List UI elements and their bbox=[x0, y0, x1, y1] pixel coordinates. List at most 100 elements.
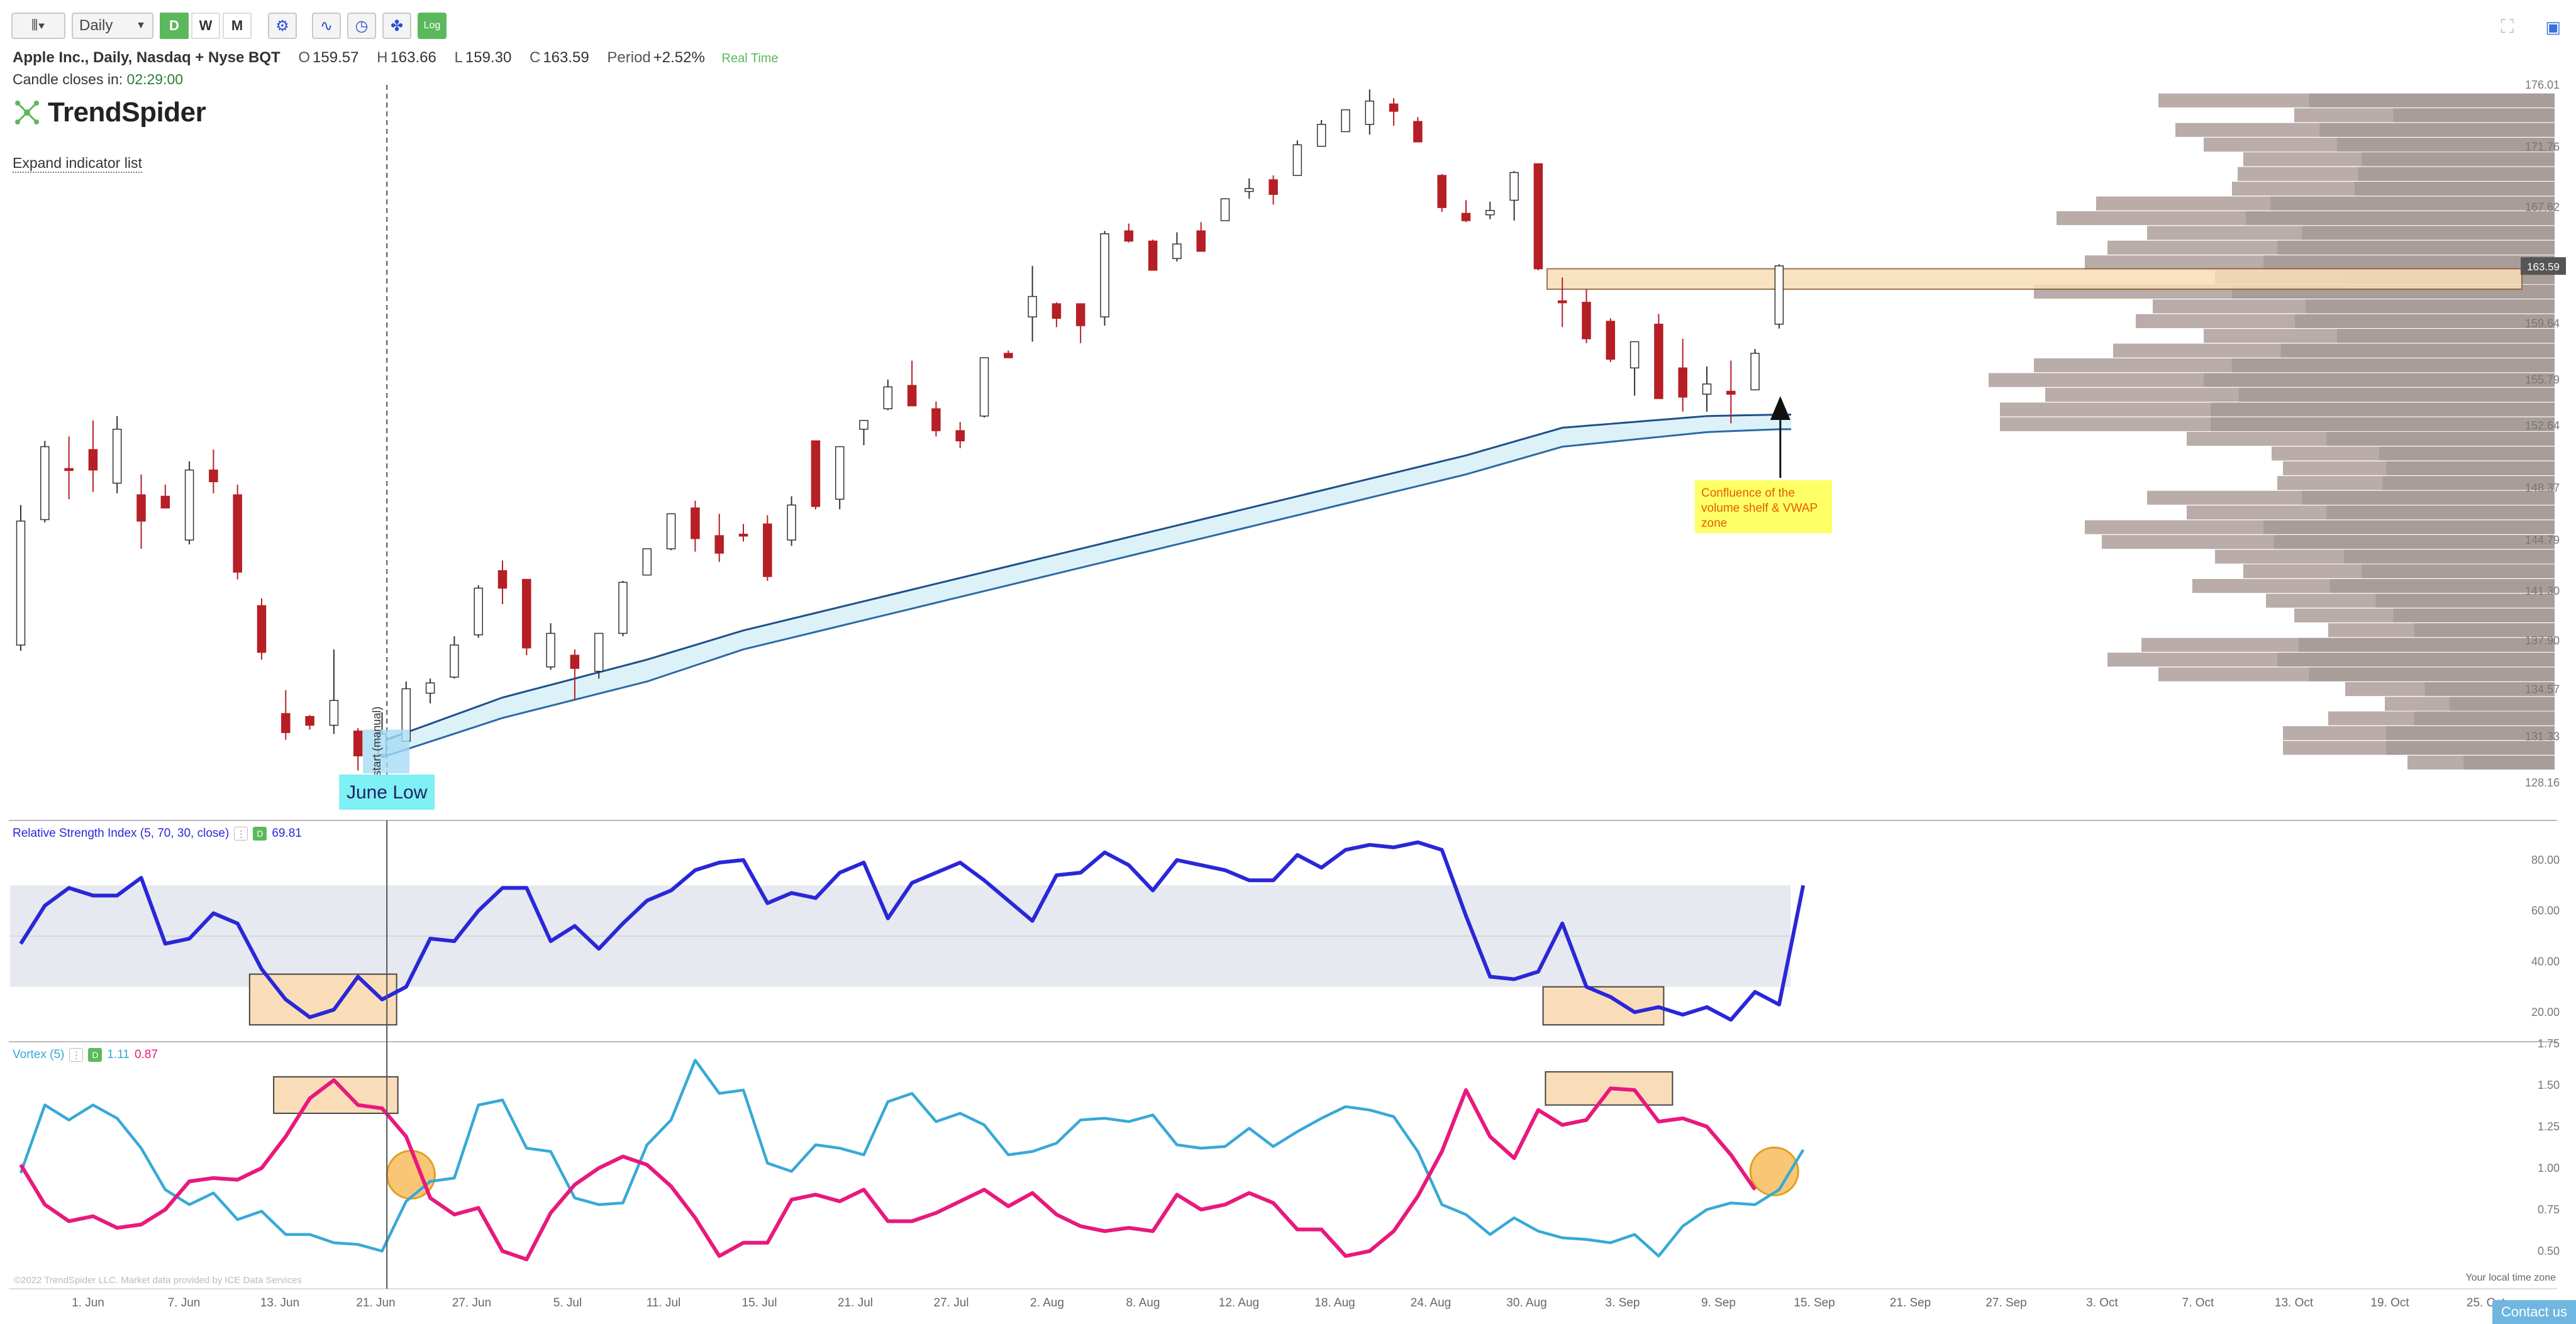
price-axis-tick: 144.79 bbox=[2525, 534, 2560, 546]
price-axis-tick: 134.57 bbox=[2525, 683, 2560, 695]
volume-bar-core bbox=[2362, 564, 2555, 578]
vortex-axis-tick: 1.25 bbox=[2538, 1120, 2560, 1133]
volume-bar-core bbox=[2344, 549, 2555, 564]
chart-type-selector[interactable]: ⫴▾ bbox=[11, 13, 65, 39]
candle-up bbox=[1245, 188, 1254, 192]
june-low-label: June Low bbox=[347, 782, 428, 803]
price-level-zone bbox=[1546, 268, 2523, 290]
x-axis-tick: 13. Jun bbox=[260, 1296, 299, 1310]
contact-us-button[interactable]: Contact us bbox=[2492, 1300, 2576, 1324]
rsi-axis-tick: 80.00 bbox=[2531, 854, 2560, 866]
candle-up bbox=[450, 644, 459, 678]
candle-up bbox=[787, 504, 796, 541]
candle-down bbox=[136, 494, 146, 522]
menu-icon[interactable]: ⋮ bbox=[69, 1048, 84, 1062]
candle-up bbox=[329, 700, 339, 726]
annotations: start (manual) June Low Confluence of the v… bbox=[339, 85, 1832, 1289]
period-value: +2.52% bbox=[653, 49, 705, 66]
confluence-arrow-head bbox=[1770, 396, 1790, 420]
candle-down bbox=[1389, 103, 1399, 112]
candle-up bbox=[1365, 100, 1375, 125]
candle-up bbox=[112, 428, 122, 484]
x-axis-tick: 1. Jun bbox=[72, 1296, 104, 1310]
candle-up bbox=[1485, 209, 1495, 216]
vwap-band bbox=[382, 414, 1792, 758]
price-axis-tick: 155.79 bbox=[2525, 373, 2560, 386]
x-axis-tick: 18. Aug bbox=[1314, 1296, 1355, 1310]
high-label: H bbox=[377, 49, 388, 66]
candle-down bbox=[1269, 179, 1278, 195]
volume-bar-core bbox=[2302, 226, 2555, 240]
vortex-axis-tick: 1.75 bbox=[2538, 1037, 2560, 1050]
close-label: C bbox=[529, 49, 541, 66]
x-axis-tick: 27. Jun bbox=[452, 1296, 491, 1310]
local-timezone-label: Your local time zone bbox=[2465, 1272, 2557, 1283]
x-axis-tick: 24. Aug bbox=[1411, 1296, 1451, 1310]
candle-down bbox=[570, 654, 580, 669]
chart-header: Apple Inc., Daily, Nasdaq + Nyse BQT O 15… bbox=[13, 49, 779, 67]
candle-up bbox=[1316, 124, 1326, 147]
candle-down bbox=[1654, 323, 1663, 399]
timeframe-month-button[interactable]: M bbox=[223, 13, 252, 39]
x-axis-tick: 11. Jul bbox=[647, 1296, 681, 1310]
timeframe-day-button[interactable]: D bbox=[160, 13, 189, 39]
candle-up bbox=[835, 446, 845, 500]
expand-indicator-list-link[interactable]: Expand indicator list bbox=[13, 155, 142, 173]
candle-down bbox=[1726, 390, 1736, 395]
confluence-note-line: Confluence of the bbox=[1701, 487, 1795, 500]
axes: 176.01 171.76 167.62 159.64 155.79 152.64 148.… bbox=[72, 79, 2560, 1310]
toolbar: ⫴▾ Daily ▼ D W M ⚙ ∿ ◷ ✤ Log bbox=[11, 11, 447, 40]
low-label: L bbox=[454, 49, 463, 66]
price-axis-tick: 131.33 bbox=[2525, 730, 2560, 742]
candle-down bbox=[353, 731, 363, 757]
candles-icon: ⫴▾ bbox=[31, 17, 45, 34]
price-axis-tick: 167.62 bbox=[2525, 201, 2560, 214]
rsi-legend: Relative Strength Index (5, 70, 30, clos… bbox=[13, 827, 302, 841]
candle-up bbox=[1629, 341, 1640, 369]
candle-down bbox=[233, 494, 242, 573]
rsi-line bbox=[19, 840, 1806, 1022]
brand-name: TrendSpider bbox=[48, 97, 206, 128]
volume-bar-core bbox=[2393, 608, 2555, 622]
candle-down bbox=[1437, 175, 1446, 208]
price-axis-tick: 176.01 bbox=[2525, 79, 2560, 91]
drawing-icon[interactable]: ✤ bbox=[382, 13, 411, 39]
realtime-badge: Real Time bbox=[721, 52, 779, 65]
volume-bar-core bbox=[2326, 431, 2555, 446]
vortex-minus-line bbox=[19, 1078, 1757, 1262]
x-axis-tick: 15. Jul bbox=[742, 1296, 777, 1310]
volume-bar-core bbox=[2337, 138, 2555, 152]
indicators-icon[interactable]: ∿ bbox=[312, 13, 341, 39]
candle-down bbox=[955, 430, 965, 442]
x-axis-tick: 7. Oct bbox=[2182, 1296, 2214, 1310]
chart-title: Apple Inc., Daily, Nasdaq + Nyse BQT bbox=[13, 49, 280, 66]
price-axis-tick: 148.37 bbox=[2525, 482, 2560, 494]
camera-icon[interactable]: ▣ bbox=[2545, 17, 2561, 36]
volume-bar-core bbox=[2211, 402, 2555, 417]
start-zone bbox=[363, 729, 410, 774]
x-axis-tick: 30. Aug bbox=[1506, 1296, 1546, 1310]
start-manual-label: start (manual) bbox=[370, 707, 383, 776]
timeframe-group: D W M bbox=[160, 13, 252, 39]
expand-icon[interactable]: ⛶ bbox=[2501, 16, 2514, 37]
candle-down bbox=[1196, 230, 1206, 252]
high-value: 163.66 bbox=[390, 49, 436, 66]
clock-icon[interactable]: ◷ bbox=[347, 13, 376, 39]
low-value: 159.30 bbox=[465, 49, 512, 66]
menu-icon[interactable]: ⋮ bbox=[234, 827, 248, 841]
volume-bar-core bbox=[2362, 152, 2555, 167]
candle-countdown-time: 02:29:00 bbox=[126, 71, 184, 87]
x-axis-tick: 5. Jul bbox=[553, 1296, 582, 1310]
gear-icon[interactable]: ⚙ bbox=[268, 13, 297, 39]
candle-down bbox=[931, 408, 941, 431]
interval-select[interactable]: Daily ▼ bbox=[72, 13, 153, 39]
log-scale-button[interactable]: Log bbox=[418, 13, 447, 39]
timeframe-week-button[interactable]: W bbox=[191, 13, 220, 39]
period-label: Period bbox=[607, 49, 651, 66]
confluence-note-line: volume shelf & VWAP bbox=[1701, 502, 1818, 515]
volume-bar-core bbox=[2298, 637, 2555, 652]
vortex-axis-tick: 0.50 bbox=[2538, 1245, 2560, 1257]
vi-plus-value: 1.11 bbox=[107, 1048, 130, 1061]
candle-up bbox=[1028, 295, 1037, 317]
